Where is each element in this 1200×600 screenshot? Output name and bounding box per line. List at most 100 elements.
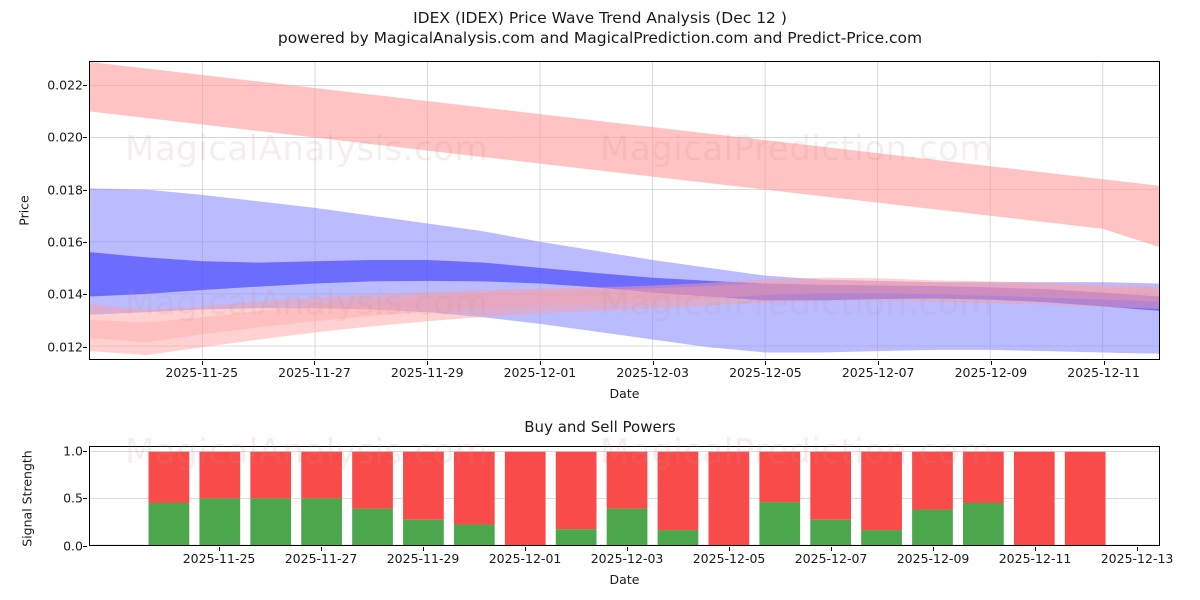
signal-x-tick-mark	[831, 547, 833, 551]
price-y-tick-label: 0.012	[47, 339, 83, 355]
price-band-3	[90, 277, 1159, 356]
signal-x-tick-label: 2025-12-09	[896, 551, 970, 566]
sell-power-bar	[453, 451, 495, 525]
price-x-tick-mark	[878, 361, 880, 365]
price-y-tick-mark	[83, 346, 87, 348]
signal-x-tick-label: 2025-12-05	[692, 551, 766, 566]
signal-y-tick-mark	[83, 546, 87, 547]
buy-power-bar	[403, 519, 444, 545]
sell-power-bar	[352, 451, 393, 509]
signal-x-tick-mark	[1035, 547, 1037, 551]
price-wave-plot	[90, 62, 1159, 359]
price-wave-chart-panel	[89, 61, 1160, 360]
buy-power-bar	[352, 508, 393, 545]
price-chart-x-axis: 2025-11-25 2025-11-27 2025-11-29 2025-12-01…	[89, 361, 1160, 383]
signal-x-tick-label: 2025-11-25	[182, 551, 256, 566]
sell-power-bar	[403, 451, 444, 520]
price-band-4	[90, 280, 1159, 343]
price-y-tick-mark	[83, 241, 87, 243]
price-y-tick-mark	[83, 84, 87, 86]
buy-power-bar	[199, 498, 241, 545]
signal-x-tick-label: 2025-12-13	[1100, 551, 1174, 566]
buy-power-bar	[250, 498, 292, 545]
buy-sell-x-axis: 2025-11-25 2025-11-27 2025-11-29 2025-12-01…	[89, 547, 1173, 569]
price-y-tick-label: 0.014	[47, 286, 83, 302]
price-y-tick-label: 0.020	[47, 129, 83, 145]
price-y-tick-label: 0.022	[47, 77, 83, 93]
price-x-tick-label: 2025-12-09	[954, 365, 1028, 380]
sell-power-bar	[963, 451, 1004, 503]
price-x-tick-label: 2025-12-11	[1067, 365, 1140, 380]
sell-power-bar	[504, 451, 546, 545]
price-x-tick-mark	[765, 361, 767, 365]
sell-power-bar	[810, 451, 852, 520]
price-chart-x-axis-label: Date	[609, 386, 640, 401]
price-x-tick-mark	[990, 361, 992, 365]
signal-x-tick-label: 2025-12-01	[488, 551, 562, 566]
price-y-tick-mark	[83, 189, 87, 191]
buy-power-bar	[555, 529, 597, 545]
sell-power-bar	[759, 451, 801, 503]
price-x-tick-label: 2025-12-07	[841, 365, 915, 380]
sell-power-bar	[861, 451, 902, 531]
sell-power-bar	[250, 451, 292, 499]
signal-y-tick-mark	[83, 498, 87, 500]
buy-sell-y-axis: 0.0 0.5 1.0	[19, 443, 87, 554]
sell-power-bar	[912, 451, 953, 510]
buy-sell-plot	[90, 451, 1159, 545]
signal-y-tick-label: 0.5	[63, 490, 83, 506]
signal-x-tick-mark	[1137, 547, 1139, 551]
price-y-tick-mark	[83, 137, 87, 139]
price-x-tick-label: 2025-11-25	[165, 365, 239, 380]
price-x-tick-mark	[1103, 361, 1105, 365]
price-x-tick-label: 2025-11-29	[390, 365, 464, 380]
signal-y-tick-mark	[83, 450, 87, 452]
price-x-tick-mark	[201, 361, 203, 365]
buy-power-bar	[810, 519, 852, 545]
sell-power-bar	[1013, 451, 1055, 545]
main-title: IDEX (IDEX) Price Wave Trend Analysis (D…	[413, 9, 787, 27]
signal-x-tick-mark	[729, 547, 731, 551]
price-y-tick-mark	[83, 294, 87, 296]
price-x-tick-label: 2025-12-01	[503, 365, 577, 380]
price-x-tick-label: 2025-11-27	[278, 365, 351, 380]
buy-power-bar	[301, 498, 342, 545]
buy-sell-x-axis-label: Date	[609, 572, 640, 587]
price-band-2	[90, 252, 1159, 311]
signal-x-tick-label: 2025-12-07	[794, 551, 868, 566]
buy-power-bar	[963, 503, 1004, 545]
sell-power-bar	[606, 451, 648, 509]
signal-x-tick-label: 2025-11-27	[284, 551, 358, 566]
page-title: IDEX (IDEX) Price Wave Trend Analysis (D…	[0, 8, 1200, 48]
signal-x-tick-label: 2025-12-03	[590, 551, 664, 566]
price-x-tick-mark	[652, 361, 654, 365]
sell-power-bar	[1064, 451, 1106, 545]
signal-y-tick-label: 0.0	[63, 538, 83, 554]
buy-power-bar	[453, 524, 495, 545]
buy-power-bar	[148, 503, 190, 545]
price-x-tick-mark	[539, 361, 541, 365]
signal-x-tick-mark	[219, 547, 221, 551]
buy-power-bar	[606, 508, 648, 545]
sell-power-bar	[708, 451, 750, 545]
signal-x-tick-mark	[933, 547, 935, 551]
signal-x-tick-mark	[423, 547, 425, 551]
signal-x-tick-label: 2025-12-11	[998, 551, 1072, 566]
signal-y-tick-label: 1.0	[63, 443, 83, 459]
price-chart-y-axis: 0.012 0.014 0.016 0.018 0.020 0.022	[19, 61, 87, 360]
buy-sell-chart-panel	[89, 446, 1160, 546]
buy-power-bar	[759, 502, 801, 545]
price-x-tick-mark	[314, 361, 316, 365]
price-x-tick-mark	[427, 361, 429, 365]
buy-power-bar	[861, 530, 902, 545]
buy-power-bar	[912, 509, 953, 545]
price-x-tick-label: 2025-12-03	[616, 365, 689, 380]
price-y-tick-label: 0.018	[47, 182, 83, 198]
signal-x-tick-mark	[627, 547, 629, 551]
sell-power-bar	[148, 451, 190, 503]
price-band-0	[90, 62, 1159, 247]
buy-sell-y-axis-label: Signal Strength	[19, 450, 35, 547]
buy-sell-chart-title: Buy and Sell Powers	[524, 418, 676, 436]
price-band-1	[90, 188, 1159, 354]
